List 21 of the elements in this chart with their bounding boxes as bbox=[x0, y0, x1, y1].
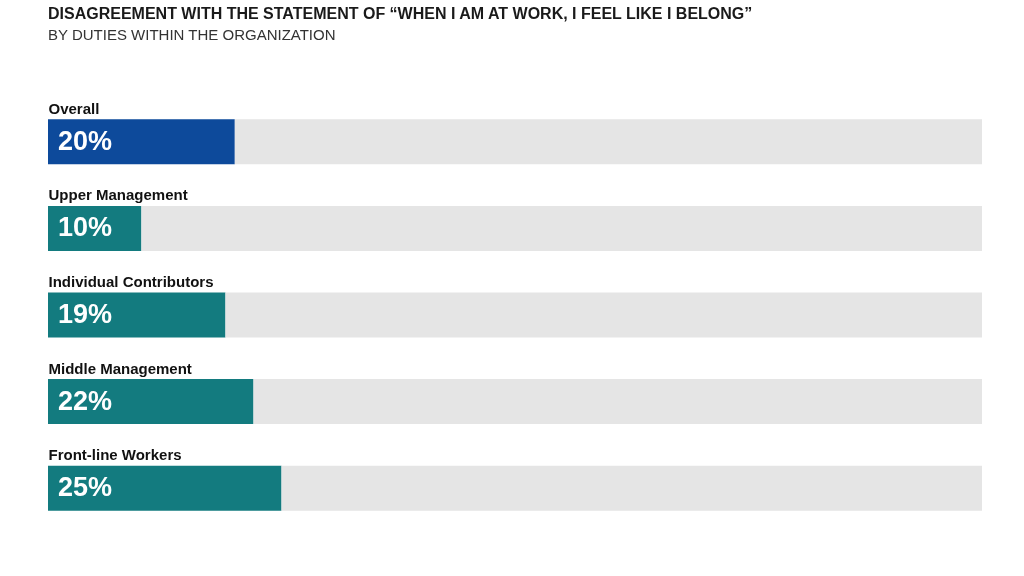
y-tick-label: Overall bbox=[48, 99, 100, 117]
bar bbox=[141, 205, 982, 251]
chart-subtitle: BY DUTIES WITHIN THE ORGANIZATION bbox=[48, 26, 336, 44]
chart-title: DISAGREEMENT WITH THE STATEMENT OF “WHEN I AM AT WORK, I FEEL LIKE I BELONG” bbox=[48, 5, 753, 23]
y-tick-label: Upper Management bbox=[48, 186, 188, 204]
bar bbox=[48, 379, 254, 425]
y-tick-label: Individual Contributors bbox=[48, 273, 214, 290]
data-label: 22% bbox=[58, 385, 113, 416]
data-label: 25% bbox=[58, 472, 113, 503]
bar bbox=[48, 292, 226, 338]
data-label: 10% bbox=[58, 212, 113, 243]
data-label: 19% bbox=[58, 299, 113, 329]
bar bbox=[225, 292, 982, 338]
bar bbox=[48, 465, 282, 511]
y-tick-label: Front-line Workers bbox=[48, 446, 182, 464]
bar bbox=[253, 379, 982, 425]
bar bbox=[281, 465, 982, 511]
y-tick-label: Middle Management bbox=[48, 359, 192, 377]
bar bbox=[48, 119, 235, 165]
bar bbox=[234, 119, 982, 165]
data-label: 20% bbox=[58, 125, 113, 156]
